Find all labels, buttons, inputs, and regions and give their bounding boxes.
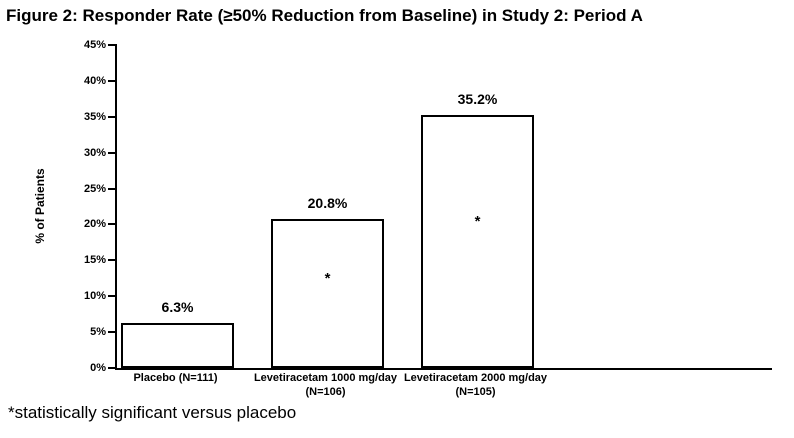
x-tick-label: Placebo (N=111) bbox=[133, 372, 218, 384]
x-tick-label: Levetiracetam 1000 mg/day (N=106) bbox=[253, 372, 398, 398]
bar bbox=[271, 218, 384, 368]
y-tick-mark bbox=[108, 79, 117, 82]
bar-value-label: 35.2% bbox=[457, 91, 498, 108]
bar-value-label: 6.3% bbox=[161, 298, 194, 315]
bar bbox=[121, 322, 234, 368]
y-tick-mark bbox=[108, 259, 117, 262]
plot-area: 0% 5% 10% 15% 20% 25% 30% 35% 40% 45% 6.3% 20.8% * 35… bbox=[84, 39, 772, 374]
y-tick-label: 40% bbox=[83, 74, 106, 87]
y-tick-label: 20% bbox=[83, 218, 106, 231]
y-tick-mark bbox=[108, 187, 117, 190]
x-tick-label: Levetiracetam 2000 mg/day (N=105) bbox=[403, 372, 548, 398]
significance-footnote: *statistically significant versus placeb… bbox=[8, 403, 297, 422]
bar-value-label: 20.8% bbox=[307, 194, 348, 211]
y-tick-mark bbox=[108, 331, 117, 334]
y-tick-mark bbox=[108, 367, 117, 369]
chart-title: Figure 2: Responder Rate (≥50% Reduction… bbox=[6, 6, 643, 25]
y-tick-label: 5% bbox=[90, 326, 106, 339]
y-tick-mark bbox=[108, 115, 117, 118]
y-tick-label: 35% bbox=[83, 110, 106, 123]
y-tick-label: 0% bbox=[90, 362, 106, 374]
y-tick-mark bbox=[108, 223, 117, 226]
significance-asterisk: * bbox=[324, 269, 331, 287]
y-axis-label: % of Patients bbox=[33, 168, 47, 244]
y-tick-mark bbox=[108, 151, 117, 154]
bar bbox=[421, 115, 534, 368]
x-axis-labels: Placebo (N=111) Levetiracetam 1000 mg/day… bbox=[115, 372, 770, 404]
y-tick-label: 45% bbox=[83, 39, 106, 51]
y-tick-label: 15% bbox=[83, 254, 106, 267]
y-tick-label: 10% bbox=[83, 290, 106, 303]
y-tick-mark bbox=[108, 295, 117, 298]
y-tick-label: 25% bbox=[83, 182, 106, 195]
significance-asterisk: * bbox=[474, 213, 481, 231]
y-tick-mark bbox=[108, 44, 117, 46]
y-tick-label: 30% bbox=[83, 146, 106, 159]
